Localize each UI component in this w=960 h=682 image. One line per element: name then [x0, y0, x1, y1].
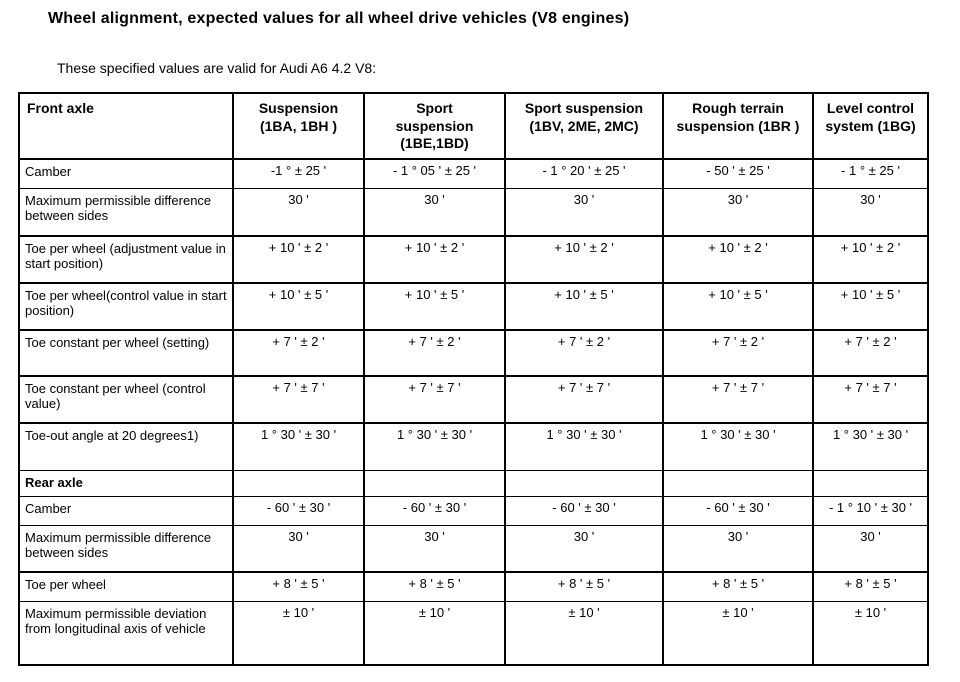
- value-cell: + 10 ' ± 5 ': [662, 283, 814, 331]
- value-cell: - 1 ° 20 ' ± 25 ': [504, 159, 664, 189]
- value-cell: - 60 ' ± 30 ': [662, 496, 814, 526]
- value-cell: + 7 ' ± 2 ': [662, 330, 814, 377]
- value-cell: + 10 ' ± 5 ': [363, 283, 506, 331]
- column-header: Level control system (1BG): [812, 93, 929, 160]
- value-cell: 30 ': [662, 188, 814, 237]
- value-cell: ± 10 ': [363, 601, 506, 666]
- value-cell: + 10 ' ± 2 ': [662, 236, 814, 284]
- value-cell: ± 10 ': [232, 601, 365, 666]
- value-cell: - 60 ' ± 30 ': [363, 496, 506, 526]
- value-cell: + 7 ' ± 7 ': [232, 376, 365, 424]
- value-cell: 1 ° 30 ' ± 30 ': [812, 423, 929, 471]
- page-subtitle: These specified values are valid for Aud…: [57, 60, 377, 76]
- wheel-alignment-table: Front axle Suspension (1BA, 1BH ) Sport su…: [18, 92, 929, 666]
- table-row: Camber - 60 ' ± 30 ' - 60 ' ± 30 ' - 60 ' ±…: [18, 496, 929, 526]
- column-header: Sport suspension (1BE,1BD): [363, 93, 506, 160]
- table-header-row: Front axle Suspension (1BA, 1BH ) Sport su…: [18, 93, 929, 160]
- value-cell: - 1 ° 10 ' ± 30 ': [812, 496, 929, 526]
- value-cell: + 7 ' ± 7 ': [812, 376, 929, 424]
- table-row: Toe per wheel(control value in start pos…: [18, 283, 929, 331]
- table-section-row: Rear axle: [18, 470, 929, 497]
- value-cell: + 8 ' ± 5 ': [812, 572, 929, 602]
- value-cell: - 50 ' ± 25 ': [662, 159, 814, 189]
- value-cell: + 10 ' ± 5 ': [504, 283, 664, 331]
- row-label: Toe constant per wheel (control value): [18, 376, 234, 424]
- value-cell: + 7 ' ± 2 ': [812, 330, 929, 377]
- table-row: Toe-out angle at 20 degrees1) 1 ° 30 ' ± …: [18, 423, 929, 471]
- value-cell: + 8 ' ± 5 ': [504, 572, 664, 602]
- value-cell: 1 ° 30 ' ± 30 ': [504, 423, 664, 471]
- row-label: Toe per wheel (adjustment value in start…: [18, 236, 234, 284]
- column-header-front-axle: Front axle: [18, 93, 234, 160]
- value-cell: [363, 470, 506, 497]
- value-cell: 30 ': [232, 188, 365, 237]
- row-label: Toe constant per wheel (setting): [18, 330, 234, 377]
- value-cell: + 8 ' ± 5 ': [662, 572, 814, 602]
- value-cell: + 10 ' ± 5 ': [232, 283, 365, 331]
- value-cell: [232, 470, 365, 497]
- table-row: Maximum permissible difference between s…: [18, 188, 929, 237]
- value-cell: 30 ': [504, 188, 664, 237]
- value-cell: + 10 ' ± 2 ': [232, 236, 365, 284]
- value-cell: + 7 ' ± 2 ': [363, 330, 506, 377]
- value-cell: - 1 ° 05 ' ± 25 ': [363, 159, 506, 189]
- value-cell: + 8 ' ± 5 ': [232, 572, 365, 602]
- row-label: Toe per wheel(control value in start pos…: [18, 283, 234, 331]
- value-cell: + 10 ' ± 5 ': [812, 283, 929, 331]
- column-header: Suspension (1BA, 1BH ): [232, 93, 365, 160]
- value-cell: + 7 ' ± 7 ': [363, 376, 506, 424]
- row-label: Maximum permissible difference between s…: [18, 525, 234, 573]
- value-cell: + 8 ' ± 5 ': [363, 572, 506, 602]
- value-cell: + 7 ' ± 7 ': [662, 376, 814, 424]
- table-row: Camber -1 ° ± 25 ' - 1 ° 05 ' ± 25 ' - 1 ° …: [18, 159, 929, 189]
- table-row: Maximum permissible deviation from longi…: [18, 601, 929, 666]
- row-label: Camber: [18, 496, 234, 526]
- value-cell: 1 ° 30 ' ± 30 ': [232, 423, 365, 471]
- value-cell: + 7 ' ± 7 ': [504, 376, 664, 424]
- table-row: Maximum permissible difference between s…: [18, 525, 929, 573]
- value-cell: ± 10 ': [662, 601, 814, 666]
- value-cell: + 10 ' ± 2 ': [812, 236, 929, 284]
- value-cell: [504, 470, 664, 497]
- value-cell: 30 ': [363, 188, 506, 237]
- value-cell: -1 ° ± 25 ': [232, 159, 365, 189]
- value-cell: - 60 ' ± 30 ': [504, 496, 664, 526]
- table-row: Toe per wheel (adjustment value in start…: [18, 236, 929, 284]
- value-cell: [812, 470, 929, 497]
- value-cell: ± 10 ': [504, 601, 664, 666]
- value-cell: 30 ': [232, 525, 365, 573]
- value-cell: 30 ': [504, 525, 664, 573]
- value-cell: + 7 ' ± 2 ': [504, 330, 664, 377]
- column-header: Sport suspension (1BV, 2ME, 2MC): [504, 93, 664, 160]
- row-label: Toe per wheel: [18, 572, 234, 602]
- value-cell: - 60 ' ± 30 ': [232, 496, 365, 526]
- value-cell: + 10 ' ± 2 ': [504, 236, 664, 284]
- value-cell: 30 ': [812, 525, 929, 573]
- value-cell: ± 10 ': [812, 601, 929, 666]
- value-cell: 30 ': [662, 525, 814, 573]
- value-cell: [662, 470, 814, 497]
- table-row: Toe per wheel + 8 ' ± 5 ' + 8 ' ± 5 ' + 8 '…: [18, 572, 929, 602]
- row-label: Maximum permissible deviation from longi…: [18, 601, 234, 666]
- value-cell: + 7 ' ± 2 ': [232, 330, 365, 377]
- page-title: Wheel alignment, expected values for all…: [48, 10, 630, 27]
- value-cell: 1 ° 30 ' ± 30 ': [363, 423, 506, 471]
- value-cell: 1 ° 30 ' ± 30 ': [662, 423, 814, 471]
- value-cell: + 10 ' ± 2 ': [363, 236, 506, 284]
- row-label: Toe-out angle at 20 degrees1): [18, 423, 234, 471]
- value-cell: 30 ': [812, 188, 929, 237]
- table-row: Toe constant per wheel (setting) + 7 ' ± …: [18, 330, 929, 377]
- value-cell: - 1 ° ± 25 ': [812, 159, 929, 189]
- row-label: Camber: [18, 159, 234, 189]
- column-header: Rough terrain suspension (1BR ): [662, 93, 814, 160]
- value-cell: 30 ': [363, 525, 506, 573]
- row-label: Maximum permissible difference between s…: [18, 188, 234, 237]
- section-label: Rear axle: [18, 470, 234, 497]
- table-row: Toe constant per wheel (control value) + …: [18, 376, 929, 424]
